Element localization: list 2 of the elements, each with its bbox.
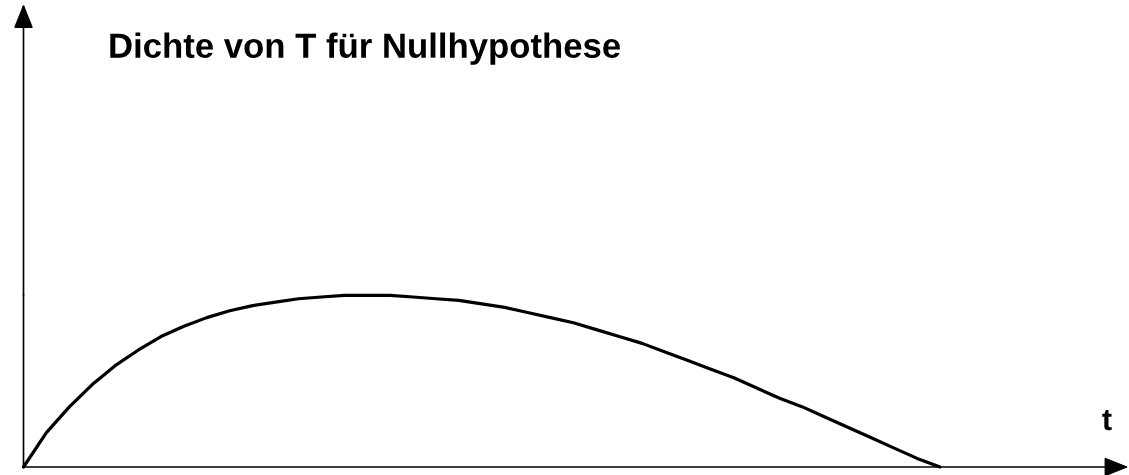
chart-title: Dichte von T für Nullhypothese xyxy=(110,32,620,65)
text: t xyxy=(1102,410,1112,431)
